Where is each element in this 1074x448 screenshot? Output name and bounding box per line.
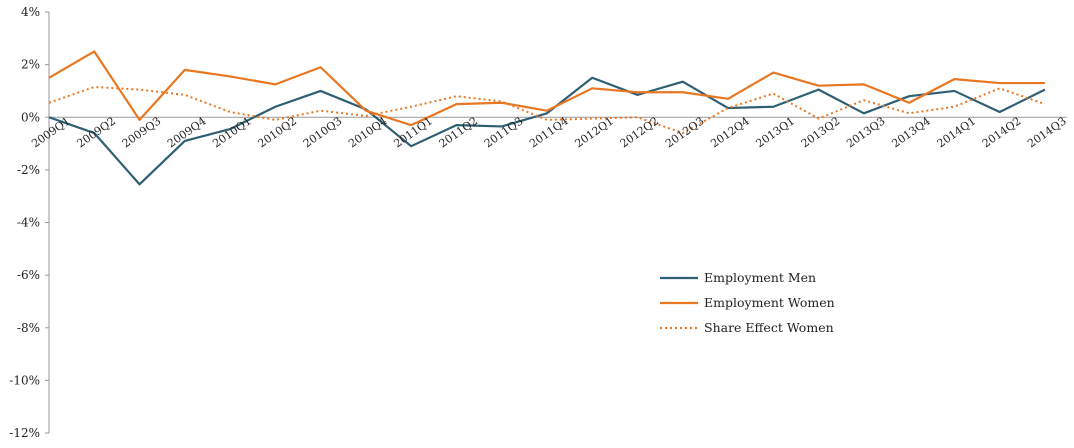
axes-layer: 4% 2% 0% -2% -4% -6% -8% -10% -12%	[9, 5, 1067, 440]
legend-label: Employment Men	[704, 270, 816, 285]
y-tick-label: 4%	[21, 5, 40, 19]
x-tick-label: 2013Q1	[754, 114, 798, 150]
series-layer	[48, 50, 1046, 186]
legend-label: Employment Women	[704, 295, 835, 310]
x-tick-label: 2012Q2	[618, 114, 662, 150]
y-tick-label: 0%	[21, 110, 40, 124]
x-tick-label: 2014Q3	[1025, 114, 1069, 150]
y-tick-label: -8%	[17, 321, 40, 335]
legend-label: Share Effect Women	[704, 320, 834, 335]
x-tick-label: 2010Q3	[301, 114, 345, 150]
y-tick-label: 2%	[21, 58, 40, 72]
x-tick-label: 2009Q3	[120, 114, 164, 150]
y-tick-label: -12%	[9, 426, 40, 440]
x-tick-label: 2013Q2	[799, 114, 843, 150]
x-tick-label: 2013Q4	[889, 114, 933, 150]
x-tick-label: 2011Q3	[482, 114, 526, 150]
x-tick-label: 2010Q4	[346, 114, 390, 150]
x-tick-layer: 2009Q1 2009Q2 2009Q3 2009Q4 2010Q1 2010Q2 2010…	[29, 114, 1068, 150]
x-tick-label: 2014Q1	[935, 114, 979, 150]
x-tick-label: 2014Q2	[980, 114, 1024, 150]
x-tick-label: 2011Q4	[527, 114, 571, 150]
x-tick-label: 2009Q2	[75, 114, 119, 150]
x-tick-label: 2012Q4	[708, 114, 752, 150]
legend: Employment Men Employment Women Share Effe…	[660, 270, 835, 335]
series-line-employment-women	[48, 50, 1045, 127]
y-tick-label: -6%	[17, 268, 40, 282]
x-tick-label: 2012Q1	[572, 114, 616, 150]
y-tick-label: -4%	[17, 216, 40, 230]
series-line-share-effect-women	[48, 85, 1046, 135]
y-tick-label: -10%	[9, 373, 40, 387]
x-tick-label: 2012Q3	[663, 114, 707, 150]
x-tick-label: 2009Q4	[165, 114, 209, 150]
x-tick-label: 2013Q3	[844, 114, 888, 150]
series-line-employment-men	[48, 76, 1046, 186]
y-tick-label: -2%	[17, 163, 40, 177]
